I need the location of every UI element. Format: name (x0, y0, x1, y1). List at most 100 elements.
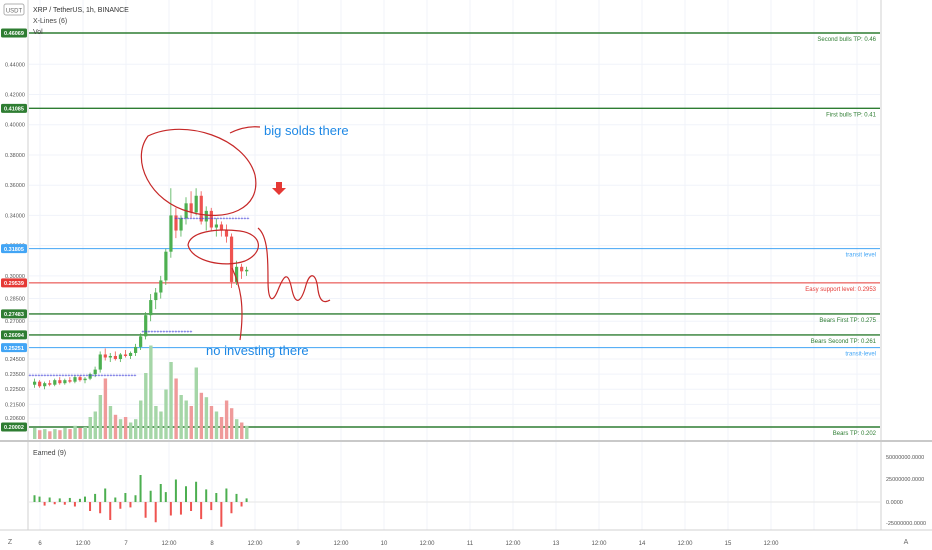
xline-marker: + (29, 373, 32, 379)
xline-marker: + (74, 373, 77, 379)
earned-bar (48, 497, 51, 502)
support-zone-ellipse (187, 229, 259, 265)
earned-bar (215, 493, 218, 502)
xline-marker: + (208, 216, 211, 222)
xline-marker: + (86, 373, 89, 379)
candle-body (68, 380, 72, 382)
horizontal-levels: Second bulls TP: 0.46 First bulls TP: 0.4… (29, 32, 880, 437)
price-tick: 0.34000 (5, 213, 25, 219)
volume-bar (139, 400, 143, 439)
level-label: Second bulls TP: 0.46 (817, 37, 876, 43)
xline-marker: + (178, 329, 181, 335)
volume-bar (199, 392, 204, 439)
earned-bar (245, 498, 248, 502)
xline-marker: + (80, 373, 83, 379)
volume-bar (38, 430, 42, 439)
indicator-xlines-label[interactable]: X-Lines (6) (33, 18, 67, 25)
down-arrow-icon (272, 182, 286, 195)
candle-body (93, 369, 97, 375)
earned-axis-labels: 50000000.0000 25000000.0000 0.0000 -2500000… (886, 455, 926, 527)
xline-marker: + (241, 216, 244, 222)
time-tick: 11 (467, 541, 474, 547)
xline-marker: + (238, 216, 241, 222)
xline-marker: + (53, 373, 56, 379)
xline-marker: + (235, 216, 238, 222)
candle-body (118, 354, 123, 360)
earned-bar (190, 502, 193, 511)
volume-bar (159, 411, 163, 439)
candle-body (43, 383, 47, 387)
candle-body (48, 383, 52, 385)
xline-marker: + (199, 216, 202, 222)
earned-bar (174, 479, 177, 502)
earned-bar (225, 488, 228, 502)
xline-marker: + (89, 373, 92, 379)
annotation-drawings (140, 126, 331, 341)
xline-marker: + (44, 373, 47, 379)
earned-bar (169, 502, 172, 516)
price-tick: 0.24500 (5, 357, 25, 363)
sold-zone-ellipse (140, 128, 257, 216)
price-badge (1, 422, 27, 432)
price-badge-label: 0.41085 (4, 107, 24, 113)
xline-marker: + (110, 373, 113, 379)
candle-body (63, 380, 67, 384)
xline-marker: + (223, 216, 226, 222)
earned-bar (89, 502, 92, 511)
volume-bar (204, 397, 209, 439)
xline-marker: + (38, 373, 41, 379)
xline-marker: + (184, 216, 187, 222)
candle-body (113, 355, 117, 360)
volume-bar (123, 417, 128, 439)
xline-marker: + (65, 373, 68, 379)
candle-body (154, 292, 158, 301)
xline-marker: + (71, 373, 74, 379)
earned-bar (205, 489, 208, 502)
candle-body (159, 280, 163, 293)
volume-bar (169, 362, 173, 439)
timezone-z-button[interactable]: Z (8, 539, 13, 546)
candle-body (139, 336, 143, 347)
xline-marker: + (41, 373, 44, 379)
volume-bar (103, 378, 108, 439)
level-label: Easy support level: 0.2953 (805, 287, 876, 293)
candle-body (235, 266, 239, 282)
price-tick: 0.44000 (5, 62, 25, 68)
earned-bar (195, 481, 198, 502)
currency-button[interactable] (3, 3, 25, 16)
earned-tick: 25000000.0000 (886, 477, 924, 483)
xline-marker: + (92, 373, 95, 379)
candle-body (144, 315, 148, 337)
xline-marker: + (226, 216, 229, 222)
level-label: Bears First TP: 0.275 (819, 318, 876, 324)
earned-tick: 0.0000 (886, 500, 903, 506)
earned-bar (144, 502, 147, 518)
xline-marker: + (68, 373, 71, 379)
xline-marker: + (50, 373, 53, 379)
xline-marker: + (193, 216, 196, 222)
xline-marker: + (196, 216, 199, 222)
x-lines-markers: + + + + + + + + + + + + + + + + + + + + + + + + + + + + + + + + + + + ++ + + +… (29, 216, 250, 379)
volume-bar (63, 428, 67, 439)
auto-scale-button[interactable]: A (904, 539, 909, 546)
volume-bar (149, 345, 153, 439)
chart-title: XRP / TetherUS, 1h, BINANCE (33, 7, 129, 14)
xline-marker: + (181, 329, 184, 335)
xline-marker: + (184, 329, 187, 335)
candle-body (149, 300, 153, 316)
xline-marker: + (187, 216, 190, 222)
indicator-vol-label[interactable]: Vol (33, 29, 43, 36)
earned-indicator-label[interactable]: Earned (9) (33, 450, 66, 457)
earned-bar (134, 495, 137, 502)
xline-marker: + (229, 216, 232, 222)
xline-marker: + (116, 373, 119, 379)
price-tick: 0.21500 (5, 402, 25, 408)
volume-bar (184, 400, 188, 439)
price-badge-label: 0.31805 (4, 247, 24, 253)
level-label: Bears TP: 0.202 (833, 431, 877, 437)
price-tick: 0.30000 (5, 274, 25, 280)
earned-bar (68, 497, 71, 502)
candle-body (88, 374, 92, 379)
xline-marker: + (142, 329, 145, 335)
